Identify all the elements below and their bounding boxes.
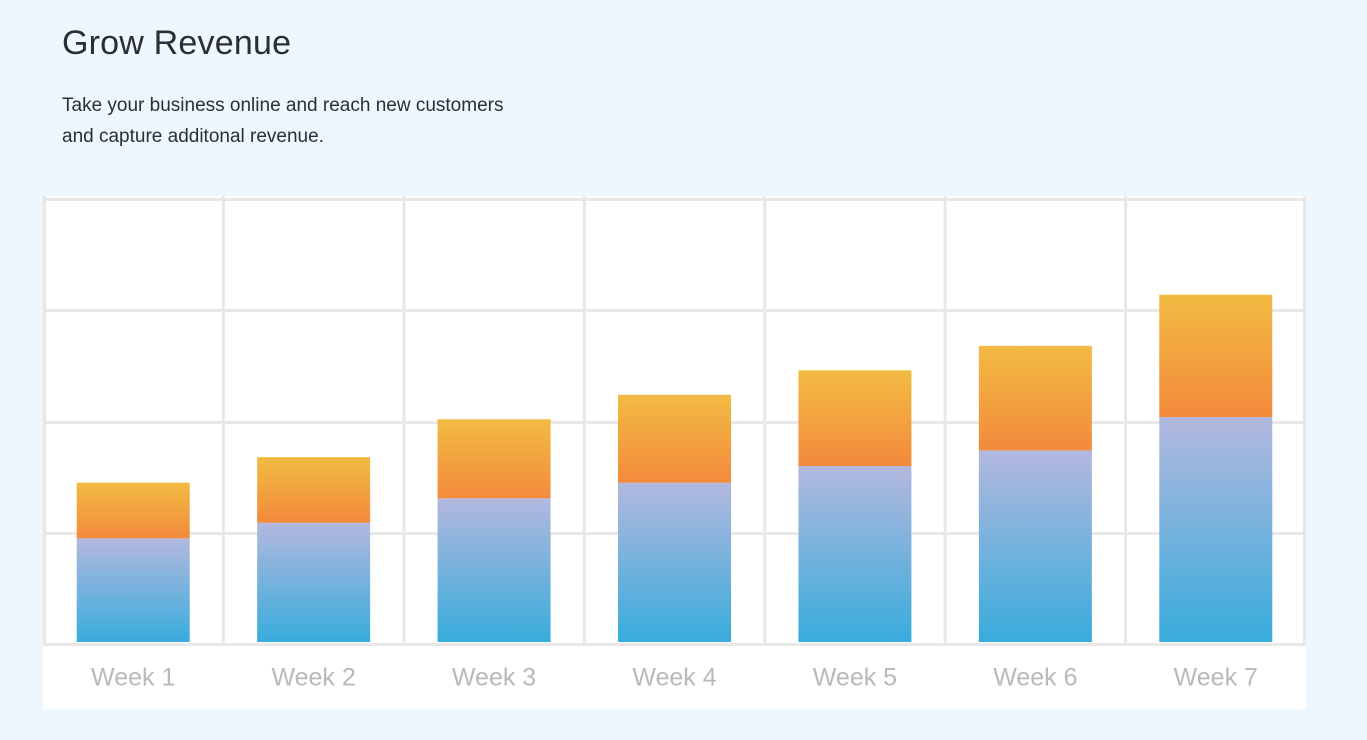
x-tick-label: Week 4 [632,664,716,692]
subtitle-line-2: and capture additonal revenue. [62,126,324,147]
bar-growth [978,345,1092,451]
bar-growth [618,394,731,483]
x-tick-label: Week 6 [993,664,1077,692]
chart-subtitle: Take your business online and reach new … [62,90,582,152]
x-tick-label: Week 3 [452,664,536,692]
bar-growth [798,370,912,466]
bar-group [798,370,912,642]
bar-base [1159,417,1273,642]
x-tick-label: Week 7 [1174,664,1258,692]
bar-base [76,538,190,642]
x-tick-label: Week 2 [271,664,355,692]
bar-base [618,482,731,642]
x-tick-label: Week 1 [91,664,175,692]
chart-title: Grow Revenue [62,24,292,62]
bar-group [1159,294,1273,642]
bar-growth [1159,294,1273,418]
bar-group [437,419,551,642]
bar-base [798,466,912,642]
bar-group [618,394,731,642]
bar-group [257,457,371,642]
revenue-chart-svg: Week 1 Week 2 Week 3 Week 4 Week 5 Week 6 Week… [43,196,1306,709]
bar-growth [257,457,371,523]
x-tick-label: Week 5 [813,664,897,692]
revenue-chart: Week 1 Week 2 Week 3 Week 4 Week 5 Week 6 Week… [43,196,1306,709]
bar-group [76,482,190,642]
bar-growth [437,419,551,499]
bar-growth [76,482,190,539]
bar-base [437,498,551,642]
bar-base [978,450,1092,642]
bar-base [257,522,371,642]
bar-group [978,345,1092,642]
subtitle-line-1: Take your business online and reach new … [62,95,504,116]
